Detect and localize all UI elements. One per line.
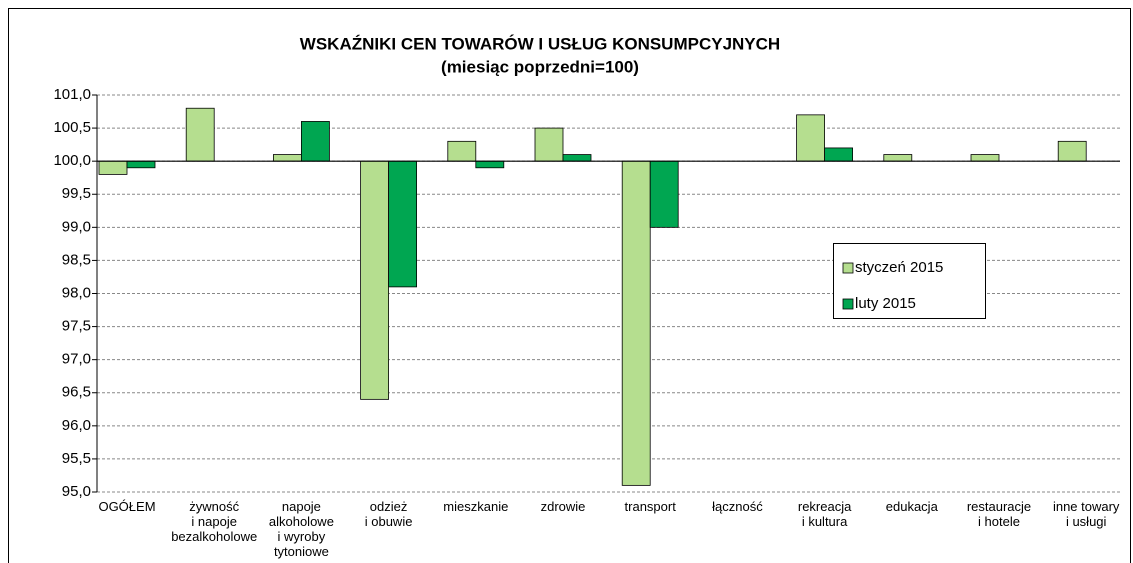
x-tick-label: OGÓŁEM bbox=[98, 499, 155, 514]
x-tick-label: rekreacja i kultura bbox=[798, 499, 852, 529]
bar bbox=[562, 154, 592, 162]
legend-label: styczeń 2015 bbox=[855, 259, 943, 276]
y-tick-label: 100,5 bbox=[53, 119, 91, 136]
x-tick-label: mieszkanie bbox=[443, 499, 508, 514]
y-tick-label: 95,0 bbox=[62, 483, 91, 500]
chart-title: WSKAŹNIKI CEN TOWARÓW I USŁUG KONSUMPCYJ… bbox=[300, 34, 780, 53]
y-tick-label: 98,0 bbox=[62, 284, 91, 301]
bar bbox=[447, 140, 477, 162]
legend-swatch bbox=[842, 298, 854, 310]
bar bbox=[621, 160, 651, 486]
bar bbox=[649, 160, 679, 228]
x-tick-label: zdrowie bbox=[541, 499, 586, 514]
x-tick-label: inne towary i usługi bbox=[1053, 499, 1120, 529]
y-tick-label: 101,0 bbox=[53, 86, 91, 103]
chart-subtitle: (miesiąc poprzedni=100) bbox=[441, 57, 639, 76]
y-tick-label: 98,5 bbox=[62, 251, 91, 268]
bar bbox=[475, 160, 505, 169]
bar bbox=[824, 147, 853, 162]
legend-swatch bbox=[842, 262, 854, 274]
x-tick-label: restauracje i hotele bbox=[967, 499, 1031, 529]
bar bbox=[534, 127, 564, 162]
bar bbox=[970, 154, 1000, 162]
y-tick-label: 96,0 bbox=[62, 417, 91, 434]
y-tick-label: 97,0 bbox=[62, 351, 91, 368]
legend-box bbox=[833, 243, 986, 319]
bar bbox=[98, 160, 128, 175]
bar bbox=[883, 154, 913, 162]
x-tick-label: żywność i napoje bezalkoholowe bbox=[171, 499, 257, 544]
x-tick-label: odzież i obuwie bbox=[365, 499, 413, 529]
bar bbox=[360, 160, 390, 400]
x-tick-label: edukacja bbox=[886, 499, 939, 514]
legend-label: luty 2015 bbox=[855, 295, 916, 312]
y-tick-label: 96,5 bbox=[62, 384, 91, 401]
bar bbox=[388, 160, 418, 288]
bar bbox=[796, 114, 825, 162]
bar bbox=[272, 154, 302, 162]
y-tick-label: 100,0 bbox=[53, 152, 91, 169]
bar bbox=[126, 160, 156, 169]
bar bbox=[300, 121, 330, 162]
x-tick-label: łączność bbox=[712, 499, 763, 514]
y-tick-label: 95,5 bbox=[62, 450, 91, 467]
x-tick-label: napoje alkoholowe i wyroby tytoniowe bbox=[269, 499, 334, 559]
x-tick-label: transport bbox=[625, 499, 677, 514]
bar bbox=[185, 107, 215, 162]
y-tick-label: 99,0 bbox=[62, 218, 91, 235]
y-tick-label: 99,5 bbox=[62, 185, 91, 202]
y-tick-label: 97,5 bbox=[62, 318, 91, 335]
bar bbox=[1057, 140, 1087, 162]
